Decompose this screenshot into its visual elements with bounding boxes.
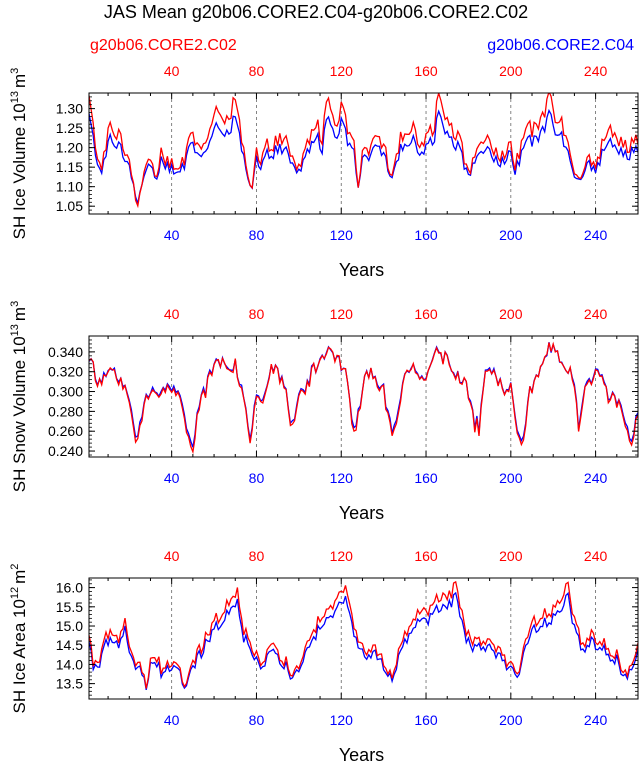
x-tick-label-top: 80 bbox=[249, 548, 265, 564]
x-tick-label-bottom: 160 bbox=[414, 227, 438, 243]
x-tick-label-bottom: 160 bbox=[414, 470, 438, 486]
y-tick-label: 0.340 bbox=[48, 344, 83, 360]
y-tick-label: 1.20 bbox=[56, 140, 83, 156]
y-tick-label: 15.0 bbox=[56, 618, 83, 634]
x-tick-label-top: 200 bbox=[499, 548, 523, 564]
y-axis-label: SH Ice Volume 1013 m3 bbox=[9, 68, 29, 240]
x-tick-label-bottom: 240 bbox=[584, 227, 608, 243]
y-tick-label: 16.0 bbox=[56, 580, 83, 596]
y-tick-label: 15.5 bbox=[56, 599, 83, 615]
y-tick-label: 14.0 bbox=[56, 656, 83, 672]
y-tick-label: 0.300 bbox=[48, 384, 83, 400]
x-tick-label-bottom: 200 bbox=[499, 227, 523, 243]
plot-frame bbox=[88, 335, 639, 458]
y-label-exp: 13 bbox=[9, 324, 21, 336]
x-axis-label: Years bbox=[339, 503, 384, 523]
y-tick-label: 0.260 bbox=[48, 423, 83, 439]
x-tick-label-bottom: 80 bbox=[249, 227, 265, 243]
y-axis-label: SH Snow Volume 1013 m3 bbox=[9, 301, 29, 492]
x-tick-label-top: 160 bbox=[414, 63, 438, 79]
y-label-unit-exp: 3 bbox=[9, 301, 21, 307]
y-label-unit: m bbox=[10, 74, 29, 88]
series-line-c02 bbox=[89, 341, 638, 455]
y-tick-label: 0.240 bbox=[48, 443, 83, 459]
x-axis-label: Years bbox=[339, 260, 384, 280]
x-tick-label-bottom: 120 bbox=[330, 470, 354, 486]
x-tick-label-bottom: 40 bbox=[164, 470, 180, 486]
x-tick-label-top: 40 bbox=[164, 306, 180, 322]
y-tick-label: 1.10 bbox=[56, 179, 83, 195]
x-tick-label-top: 240 bbox=[584, 548, 608, 564]
x-tick-label-top: 160 bbox=[414, 548, 438, 564]
legend-label-c04: g20b06.CORE2.C04 bbox=[487, 37, 634, 54]
y-tick-label: 13.5 bbox=[56, 676, 83, 692]
x-tick-label-bottom: 240 bbox=[584, 470, 608, 486]
panel-snow-volume: 40 40 80 80 120 120 160 160 200 200 240 240 0.240 0.2… bbox=[9, 301, 639, 523]
x-tick-label-bottom: 200 bbox=[499, 470, 523, 486]
x-tick-label-top: 200 bbox=[499, 63, 523, 79]
series-line-c04 bbox=[89, 108, 638, 204]
x-tick-label-top: 80 bbox=[249, 306, 265, 322]
x-axis-label: Years bbox=[339, 745, 384, 762]
x-tick-label-bottom: 80 bbox=[249, 470, 265, 486]
x-tick-label-top: 40 bbox=[164, 548, 180, 564]
y-tick-label: 1.15 bbox=[56, 159, 83, 175]
panel-ice-volume: 40 40 80 80 120 120 160 160 200 200 240 240 1.05 1.10… bbox=[9, 63, 639, 280]
x-tick-label-top: 40 bbox=[164, 63, 180, 79]
x-tick-label-top: 80 bbox=[249, 63, 265, 79]
y-label-unit-exp: 2 bbox=[9, 564, 21, 570]
y-tick-label: 14.5 bbox=[56, 637, 83, 653]
x-tick-label-bottom: 40 bbox=[164, 712, 180, 728]
series-line-c04 bbox=[89, 342, 638, 448]
y-label-unit: m bbox=[10, 307, 29, 321]
figure-title: JAS Mean g20b06.CORE2.C04-g20b06.CORE2.C… bbox=[104, 2, 528, 22]
x-tick-label-bottom: 200 bbox=[499, 712, 523, 728]
x-tick-label-bottom: 80 bbox=[249, 712, 265, 728]
y-label-unit: m bbox=[10, 570, 29, 584]
x-tick-label-top: 240 bbox=[584, 63, 608, 79]
series-line-c02 bbox=[89, 580, 638, 689]
x-tick-label-top: 120 bbox=[330, 548, 354, 564]
x-tick-label-bottom: 40 bbox=[164, 227, 180, 243]
plot-frame bbox=[88, 92, 639, 215]
y-tick-label: 0.320 bbox=[48, 364, 83, 380]
y-axis-label: SH Ice Area 1012 m2 bbox=[9, 564, 29, 714]
y-label-main: SH Snow Volume 10 bbox=[10, 336, 29, 492]
x-tick-label-bottom: 120 bbox=[330, 712, 354, 728]
x-tick-label-top: 120 bbox=[330, 63, 354, 79]
y-label-unit-exp: 3 bbox=[9, 68, 21, 74]
y-label-main: SH Ice Volume 10 bbox=[10, 103, 29, 239]
x-tick-label-top: 240 bbox=[584, 306, 608, 322]
y-tick-label: 1.05 bbox=[56, 198, 83, 214]
y-label-exp: 12 bbox=[9, 587, 21, 599]
y-tick-label: 0.280 bbox=[48, 403, 83, 419]
x-tick-label-top: 120 bbox=[330, 306, 354, 322]
x-tick-label-top: 160 bbox=[414, 306, 438, 322]
series-line-c02 bbox=[89, 93, 638, 209]
legend-label-c02: g20b06.CORE2.C02 bbox=[90, 37, 237, 54]
y-label-main: SH Ice Area 10 bbox=[10, 599, 29, 713]
x-tick-label-bottom: 120 bbox=[330, 227, 354, 243]
panel-ice-area: 40 40 80 80 120 120 160 160 200 200 240 240 13.5 14.0… bbox=[9, 548, 639, 762]
y-tick-label: 1.30 bbox=[56, 101, 83, 117]
x-tick-label-bottom: 160 bbox=[414, 712, 438, 728]
x-tick-label-top: 200 bbox=[499, 306, 523, 322]
x-tick-label-bottom: 240 bbox=[584, 712, 608, 728]
y-label-exp: 13 bbox=[9, 91, 21, 103]
plot-frame bbox=[88, 577, 639, 700]
y-tick-label: 1.25 bbox=[56, 120, 83, 136]
